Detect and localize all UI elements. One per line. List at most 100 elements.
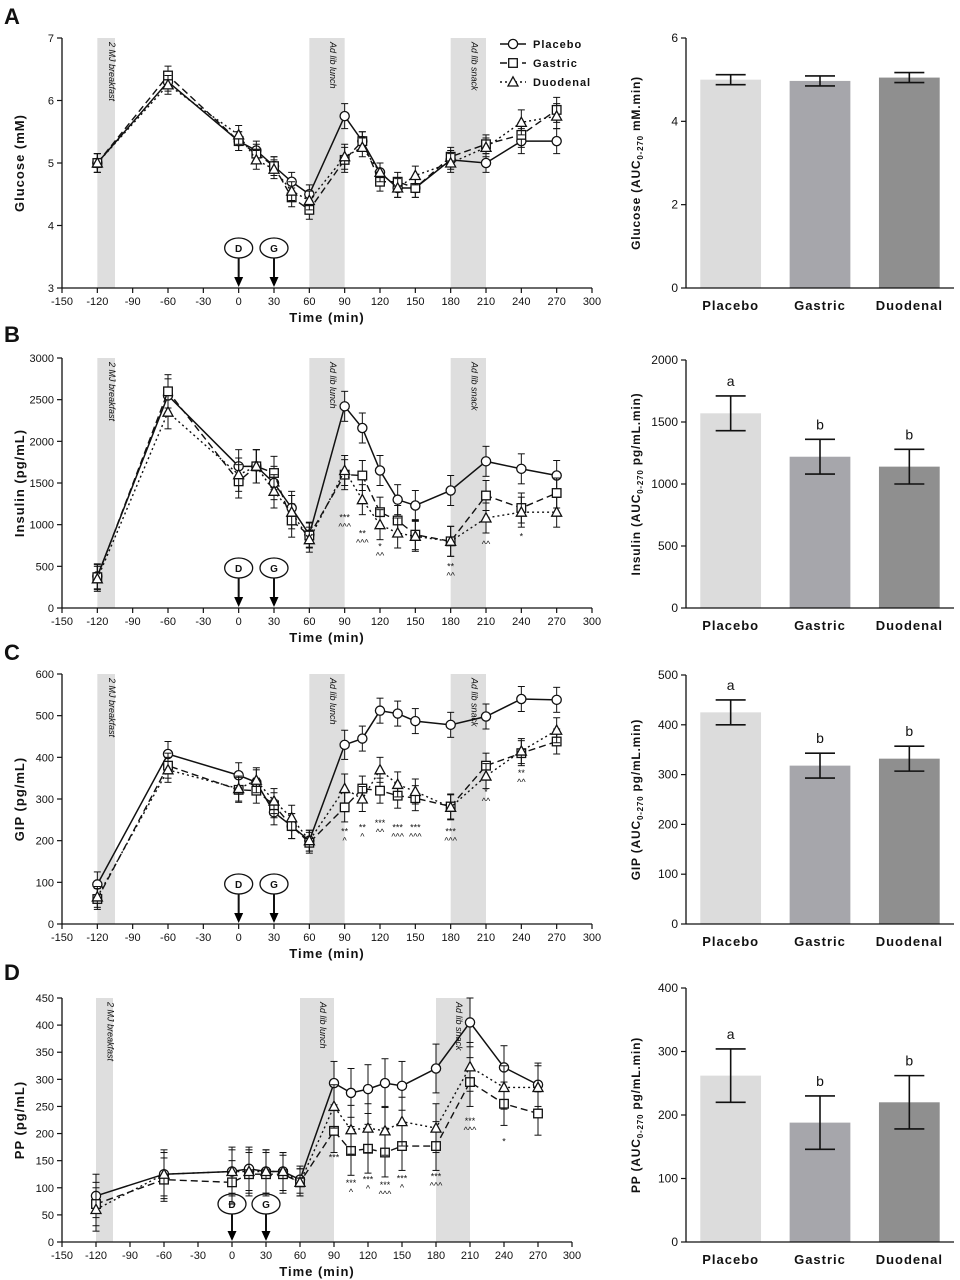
data-point bbox=[445, 485, 456, 496]
data-point bbox=[242, 1164, 256, 1177]
series-line bbox=[96, 698, 557, 885]
data-point bbox=[225, 1164, 239, 1177]
data-point bbox=[444, 156, 457, 168]
significance-mark: ** bbox=[447, 562, 455, 572]
y-tick-label: 6 bbox=[671, 31, 678, 45]
x-tick-label: -120 bbox=[86, 296, 108, 308]
meal-band-label: Ad lib lunch bbox=[328, 361, 338, 409]
duodenal-dose-marker-label: D bbox=[235, 564, 242, 575]
y-tick-label: 200 bbox=[658, 817, 678, 831]
data-point bbox=[551, 488, 562, 498]
y-tick-label: 4 bbox=[48, 221, 54, 233]
data-point bbox=[267, 794, 281, 806]
meal-band bbox=[309, 358, 345, 608]
data-point bbox=[395, 1115, 409, 1127]
bar bbox=[700, 79, 762, 289]
x-tick-label: 30 bbox=[268, 616, 280, 628]
bar bbox=[878, 466, 940, 608]
data-point bbox=[515, 505, 528, 517]
data-point bbox=[250, 459, 263, 471]
data-point bbox=[550, 723, 563, 735]
significance-letter: b bbox=[905, 426, 913, 442]
data-point bbox=[551, 694, 562, 706]
significance-mark: ^ bbox=[343, 835, 348, 845]
y-tick-label: 400 bbox=[36, 752, 54, 764]
series-line bbox=[96, 410, 557, 580]
data-point bbox=[293, 1175, 307, 1188]
meal-band bbox=[309, 674, 345, 924]
data-point bbox=[480, 711, 492, 722]
data-point bbox=[410, 715, 421, 727]
x-tick-label: -30 bbox=[195, 932, 211, 944]
meal-band-label: Ad lib lunch bbox=[328, 677, 338, 725]
y-tick-label: 300 bbox=[36, 794, 54, 806]
legend-marker bbox=[508, 58, 518, 68]
y-tick-label: 0 bbox=[48, 1237, 54, 1249]
significance-mark: ^ bbox=[366, 1183, 371, 1193]
y-tick-label: 100 bbox=[36, 1183, 54, 1195]
series-duodenal bbox=[91, 75, 563, 211]
meal-band-label: Ad lib snack bbox=[469, 41, 479, 91]
panel-c: C bbox=[4, 640, 20, 665]
data-point bbox=[91, 156, 104, 168]
series-line bbox=[96, 740, 557, 900]
y-tick-label: 1500 bbox=[30, 478, 54, 490]
significance-mark: ^^ bbox=[376, 551, 385, 561]
y-axis-title-subscript: 0-270 bbox=[636, 796, 645, 820]
y-tick-label: 4 bbox=[671, 114, 678, 128]
y-tick-label: 1000 bbox=[651, 477, 678, 491]
meal-band bbox=[96, 998, 113, 1242]
data-point bbox=[497, 1080, 511, 1093]
significance-mark: ^ bbox=[400, 1182, 405, 1192]
series-line bbox=[95, 1065, 538, 1211]
data-point bbox=[515, 744, 528, 756]
series-line bbox=[95, 1081, 539, 1205]
significance-mark: *** bbox=[465, 1116, 476, 1126]
data-point bbox=[375, 785, 385, 796]
category-label: Gastric bbox=[794, 298, 846, 313]
x-tick-label: 270 bbox=[547, 616, 565, 628]
data-point bbox=[444, 534, 457, 546]
x-tick-label: 60 bbox=[303, 932, 315, 944]
category-label: Gastric bbox=[794, 618, 846, 633]
category-label: Placebo bbox=[702, 1252, 759, 1267]
x-tick-label: -90 bbox=[125, 932, 141, 944]
bar-chart-d: a Placebo b Gastric b Duodenal 0 100 200 300 400 PP… bbox=[629, 981, 954, 1267]
bar bbox=[789, 456, 851, 608]
bar bbox=[700, 712, 762, 924]
data-point bbox=[481, 490, 491, 501]
line-chart-a: 2 MJ breakfast Ad lib lunch Ad lib snack 3 4… bbox=[12, 33, 601, 325]
significance-mark: *** bbox=[380, 1180, 391, 1190]
data-point bbox=[339, 802, 350, 813]
significance-mark: * bbox=[484, 787, 488, 797]
meal-band bbox=[436, 998, 470, 1242]
x-tick-label: -150 bbox=[51, 616, 73, 628]
x-axis-title: Time (min) bbox=[279, 1264, 355, 1279]
data-point bbox=[303, 834, 316, 846]
data-point bbox=[357, 470, 368, 481]
y-tick-label: 0 bbox=[671, 281, 678, 295]
bar-chart-c: a Placebo b Gastric b Duodenal 0 100 200 300 400 50… bbox=[629, 668, 954, 949]
significance-letter: a bbox=[727, 373, 735, 389]
x-tick-label: 60 bbox=[303, 296, 315, 308]
y-tick-label: 400 bbox=[658, 981, 678, 995]
x-tick-label: 30 bbox=[268, 296, 280, 308]
data-point bbox=[479, 140, 493, 153]
significance-mark: ^^ bbox=[376, 827, 385, 837]
y-tick-label: 50 bbox=[42, 1210, 54, 1222]
y-axis-title-subscript: 0-270 bbox=[636, 1114, 645, 1138]
data-point bbox=[374, 705, 386, 716]
y-tick-label: 300 bbox=[658, 768, 678, 782]
y-axis-title-main: PP (AUC bbox=[629, 1138, 643, 1193]
legend-marker bbox=[507, 38, 519, 50]
data-point bbox=[303, 533, 316, 545]
legend-marker bbox=[506, 75, 520, 87]
data-point bbox=[303, 193, 316, 206]
dose-arrow-head bbox=[234, 913, 244, 923]
series-duodenal bbox=[89, 1041, 545, 1232]
x-axis-title: Time (min) bbox=[289, 630, 365, 645]
y-tick-label: 6 bbox=[48, 96, 54, 108]
data-point bbox=[361, 1121, 375, 1133]
data-point bbox=[250, 773, 263, 785]
data-point bbox=[356, 792, 369, 804]
